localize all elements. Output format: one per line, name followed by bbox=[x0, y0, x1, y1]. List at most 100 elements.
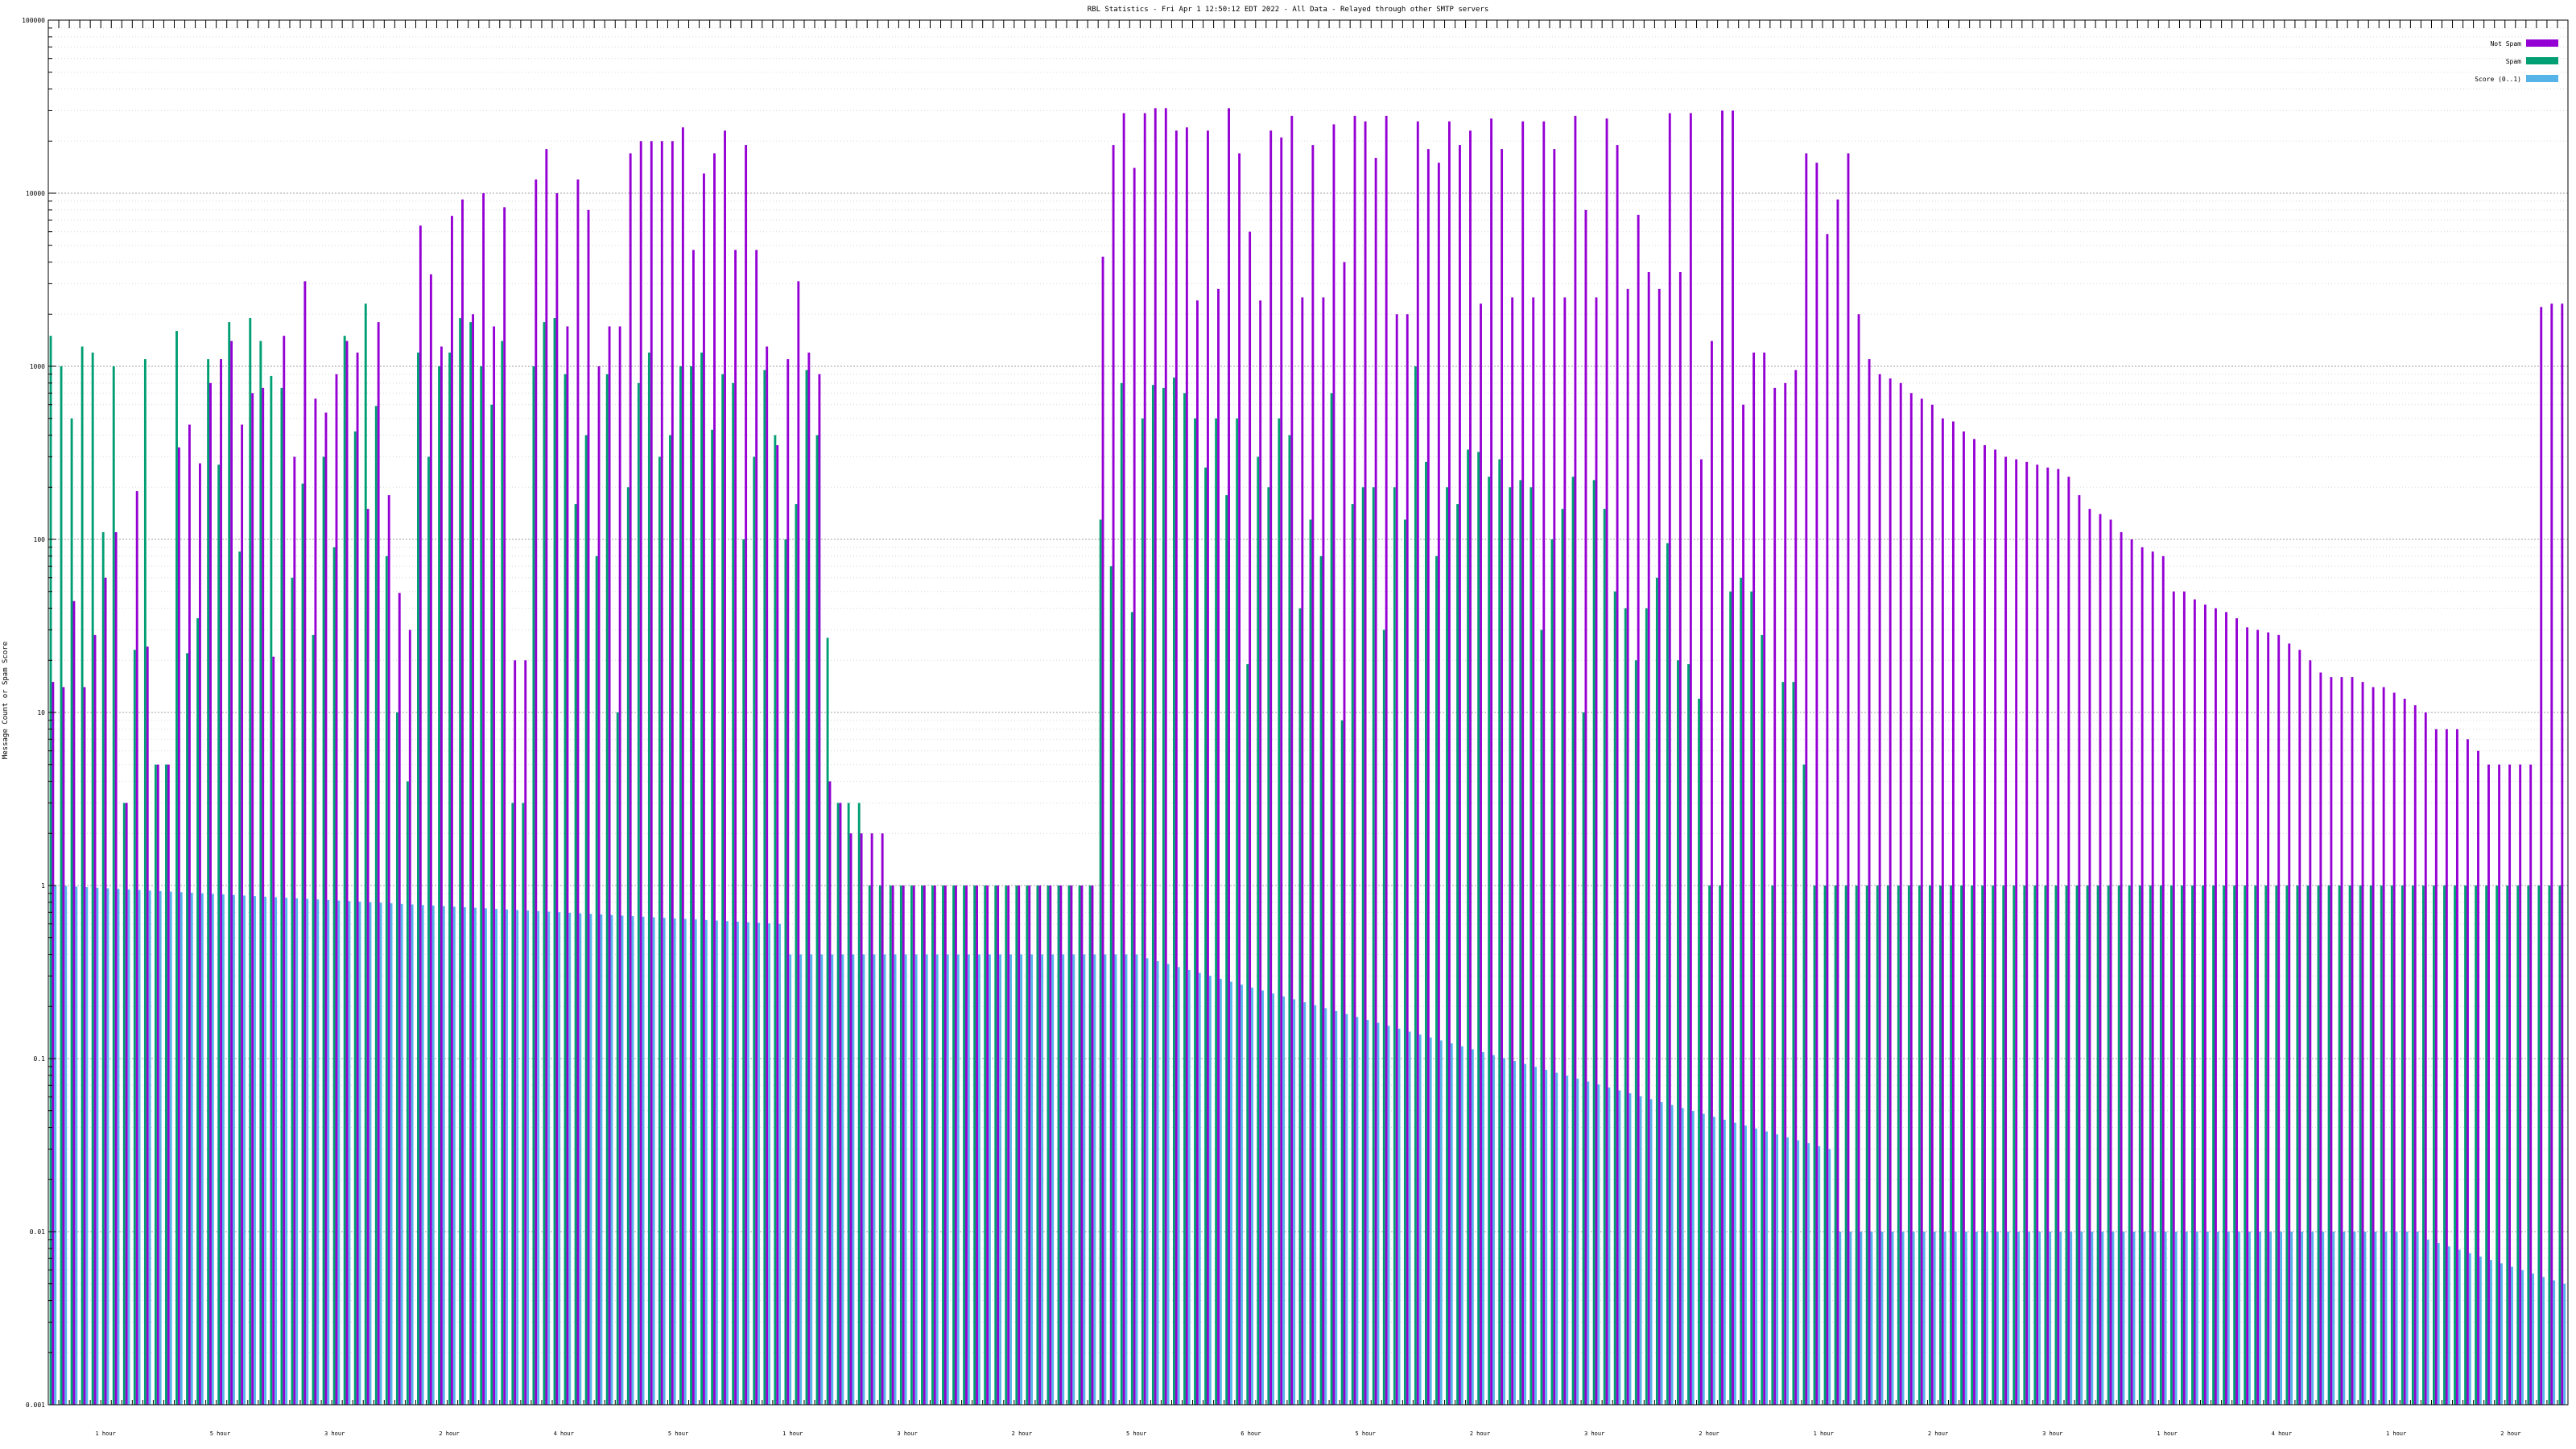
spam-bar bbox=[2013, 886, 2016, 1405]
spam-bar bbox=[1950, 886, 1952, 1405]
score-bar bbox=[1083, 954, 1086, 1405]
spam-bar bbox=[1844, 886, 1847, 1405]
score-bar bbox=[358, 902, 361, 1405]
not-spam-bar bbox=[1920, 398, 1923, 1405]
not-spam-bar bbox=[786, 359, 790, 1405]
score-bar bbox=[547, 911, 551, 1405]
not-spam-bar bbox=[1269, 130, 1273, 1405]
score-bar bbox=[1649, 1099, 1653, 1405]
score-bar bbox=[1166, 964, 1170, 1405]
score-bar bbox=[1135, 954, 1138, 1405]
spam-bar bbox=[1298, 608, 1302, 1405]
score-bar bbox=[747, 922, 749, 1405]
score-bar bbox=[148, 890, 151, 1405]
spam-bar bbox=[2348, 886, 2351, 1405]
spam-bar bbox=[2054, 886, 2058, 1405]
x-group-label: 2 hour bbox=[2500, 1430, 2520, 1437]
not-spam-bar bbox=[2445, 729, 2448, 1405]
spam-bar bbox=[1592, 480, 1596, 1405]
not-spam-bar bbox=[93, 634, 97, 1405]
not-spam-bar bbox=[2487, 764, 2490, 1405]
x-group-label: 1 hour bbox=[2157, 1430, 2177, 1437]
spam-bar bbox=[2202, 886, 2204, 1405]
spam-bar bbox=[889, 886, 892, 1405]
spam-bar bbox=[1456, 504, 1459, 1405]
spam-bar bbox=[2149, 886, 2152, 1405]
not-spam-bar bbox=[1480, 303, 1482, 1405]
not-spam-bar bbox=[1637, 214, 1640, 1405]
spam-bar bbox=[2327, 886, 2330, 1405]
score-bar bbox=[127, 889, 130, 1405]
score-bar bbox=[758, 923, 760, 1405]
not-spam-bar bbox=[1574, 115, 1577, 1405]
not-spam-bar bbox=[713, 153, 716, 1405]
score-bar bbox=[2405, 1232, 2409, 1405]
spam-bar bbox=[2044, 886, 2047, 1405]
not-spam-bar bbox=[1353, 115, 1356, 1405]
not-spam-bar bbox=[912, 886, 915, 1405]
not-spam-bar bbox=[114, 532, 118, 1405]
score-bar bbox=[1429, 1037, 1432, 1405]
score-bar bbox=[2185, 1232, 2188, 1405]
spam-bar bbox=[2390, 886, 2393, 1405]
x-group-label: 3 hour bbox=[2042, 1430, 2062, 1437]
spam-bar bbox=[1530, 487, 1533, 1405]
score-bar bbox=[2468, 1253, 2471, 1405]
spam-bar bbox=[2338, 886, 2341, 1405]
score-bar bbox=[1670, 1104, 1674, 1405]
not-spam-bar bbox=[1847, 153, 1850, 1405]
score-bar bbox=[2395, 1232, 2398, 1405]
score-bar bbox=[1397, 1028, 1401, 1405]
not-spam-bar bbox=[870, 833, 873, 1405]
not-spam-bar bbox=[1984, 445, 1986, 1405]
score-bar bbox=[390, 903, 393, 1405]
not-spam-bar bbox=[1259, 300, 1262, 1405]
spam-bar bbox=[448, 352, 452, 1405]
not-spam-bar bbox=[2109, 519, 2112, 1405]
score-bar bbox=[2280, 1232, 2283, 1405]
not-spam-bar bbox=[451, 216, 453, 1405]
not-spam-bar bbox=[314, 398, 317, 1405]
not-spam-bar bbox=[2088, 509, 2091, 1405]
score-bar bbox=[1524, 1063, 1527, 1405]
spam-bar bbox=[1319, 555, 1323, 1405]
spam-bar bbox=[1813, 886, 1816, 1405]
spam-bar bbox=[1435, 555, 1438, 1405]
not-spam-bar bbox=[2215, 608, 2217, 1405]
score-bar bbox=[2384, 1232, 2388, 1405]
not-spam-bar bbox=[1826, 233, 1829, 1405]
spam-bar bbox=[1393, 487, 1396, 1405]
spam-bar bbox=[322, 456, 325, 1405]
not-spam-bar bbox=[1007, 886, 1010, 1405]
not-spam-bar bbox=[2120, 532, 2123, 1405]
not-spam-bar bbox=[146, 646, 149, 1405]
not-spam-bar bbox=[167, 764, 170, 1405]
not-spam-bar bbox=[2561, 303, 2564, 1405]
spam-bar bbox=[228, 322, 231, 1405]
spam-bar bbox=[1173, 378, 1175, 1406]
score-bar bbox=[1450, 1043, 1453, 1405]
spam-bar bbox=[1698, 698, 1700, 1405]
score-bar bbox=[211, 894, 214, 1405]
not-spam-bar bbox=[650, 141, 653, 1405]
score-bar bbox=[2458, 1249, 2461, 1405]
score-bar bbox=[411, 904, 414, 1405]
not-spam-bar bbox=[1238, 153, 1241, 1405]
x-group-label: 1 hour bbox=[95, 1430, 115, 1437]
score-bar bbox=[379, 902, 382, 1405]
not-spam-bar bbox=[1773, 387, 1777, 1405]
score-bar bbox=[138, 890, 141, 1405]
not-spam-bar bbox=[797, 281, 800, 1406]
spam-bar bbox=[963, 886, 966, 1405]
y-tick-label: 0.001 bbox=[26, 1402, 45, 1409]
not-spam-bar bbox=[493, 326, 496, 1405]
spam-bar bbox=[70, 418, 73, 1405]
spam-bar bbox=[2443, 886, 2446, 1405]
not-spam-bar bbox=[1374, 158, 1377, 1405]
spam-bar bbox=[2464, 886, 2467, 1405]
not-spam-bar bbox=[1616, 145, 1619, 1405]
score-bar bbox=[516, 910, 519, 1405]
not-spam-bar bbox=[1343, 262, 1346, 1405]
grid-lines bbox=[48, 19, 2568, 1406]
not-spam-bar bbox=[283, 336, 286, 1405]
